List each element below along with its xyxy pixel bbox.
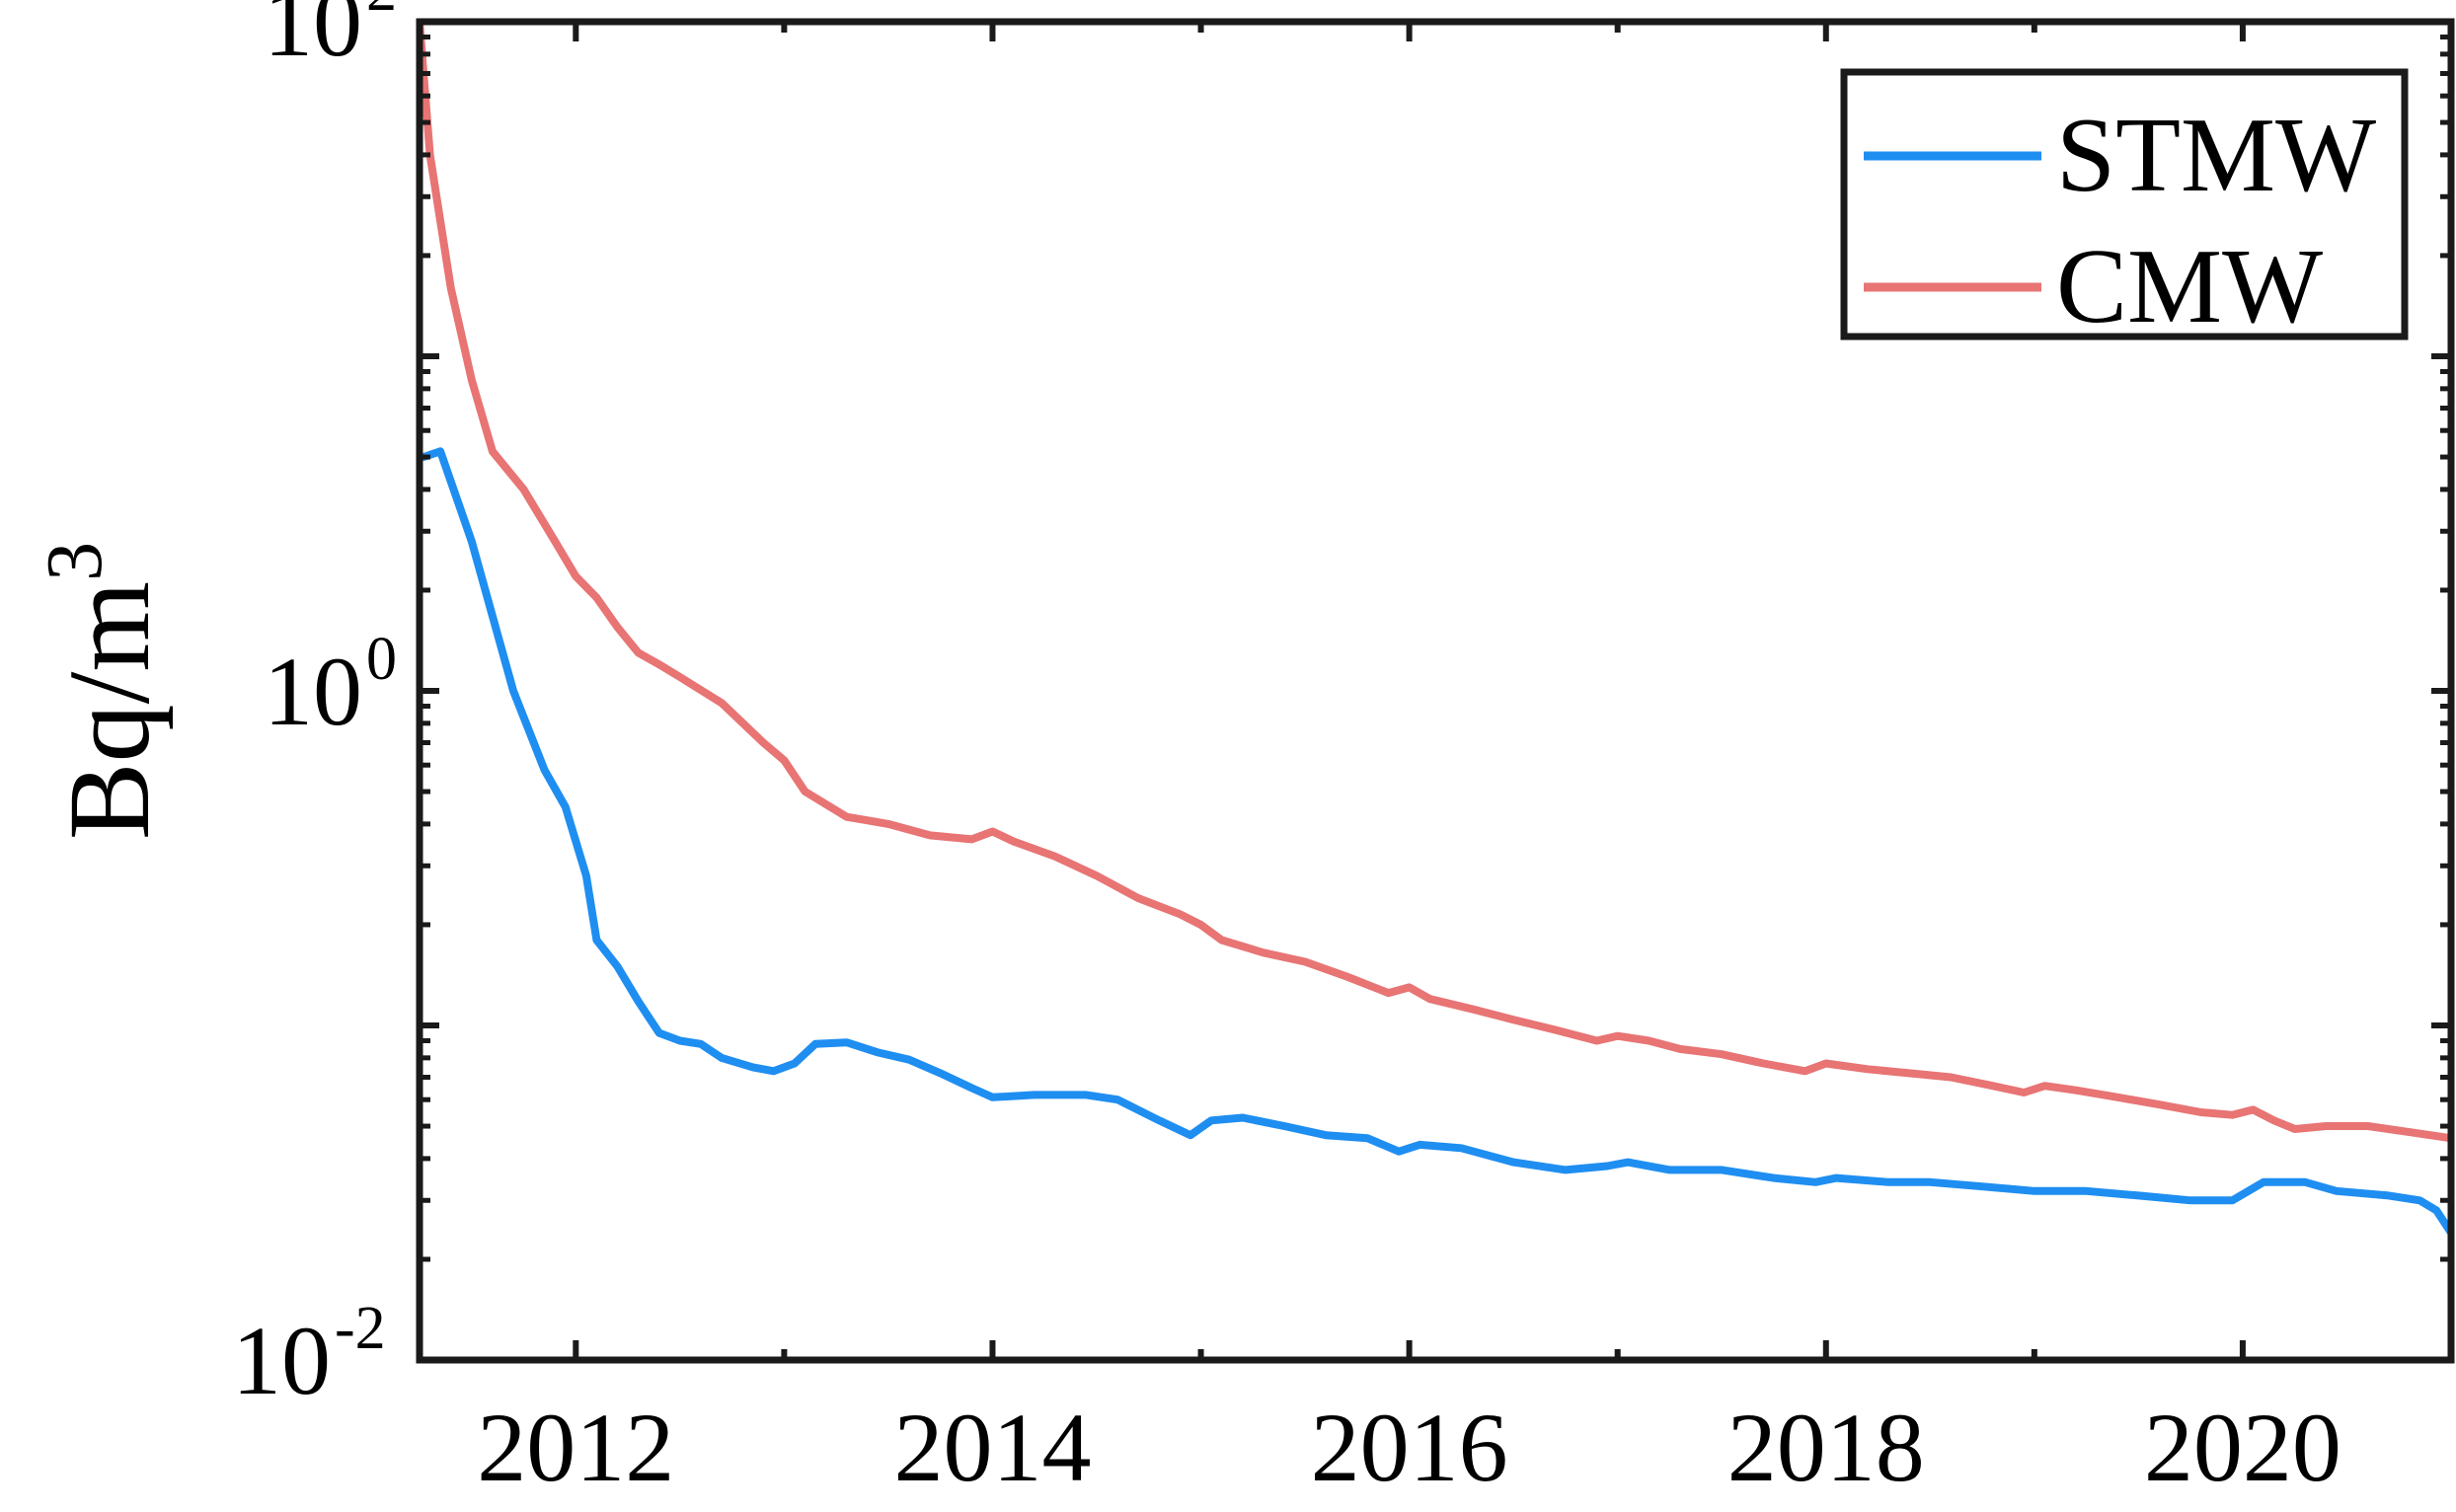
x-tick-label: 2014 [893, 1393, 1091, 1502]
y-tick-exponent: -2 [335, 1295, 386, 1362]
legend-item-cmw: CMW [1864, 228, 2323, 345]
legend-label: STMW [2056, 97, 2376, 214]
x-tick-label: 2020 [2144, 1393, 2341, 1502]
legend-item-stmw: STMW [1864, 97, 2376, 214]
legend-label: CMW [2056, 228, 2323, 345]
x-tick-label: 2016 [1311, 1393, 1508, 1502]
y-tick-exponent: 0 [366, 626, 397, 693]
series-line-stmw [420, 447, 2451, 1238]
y-tick-label: 10 -2 [232, 1295, 386, 1415]
legend-box [1840, 68, 2409, 340]
series-line-cmw [420, 22, 2451, 1143]
x-tick-label: 2012 [477, 1393, 674, 1502]
y-tick-label: 102 [264, 0, 397, 77]
series-layer [420, 22, 2451, 1238]
y-axis-label-main: Bq/m [44, 581, 174, 840]
axis-layer [416, 18, 2455, 1364]
y-tick-base: 10 [232, 1306, 331, 1415]
legend: STMW CMW [1840, 68, 2409, 345]
y-axis-label: Bq/m3 [32, 542, 174, 840]
y-tick-base: 10 [264, 0, 362, 77]
y-axis-label-superscript: 3 [32, 542, 118, 581]
y-tick-label: 10 0 [264, 626, 397, 746]
y-tick-base: 10 [264, 637, 362, 746]
y-tick-exponent: 2 [366, 0, 397, 24]
x-tick-label: 2018 [1727, 1393, 1925, 1502]
